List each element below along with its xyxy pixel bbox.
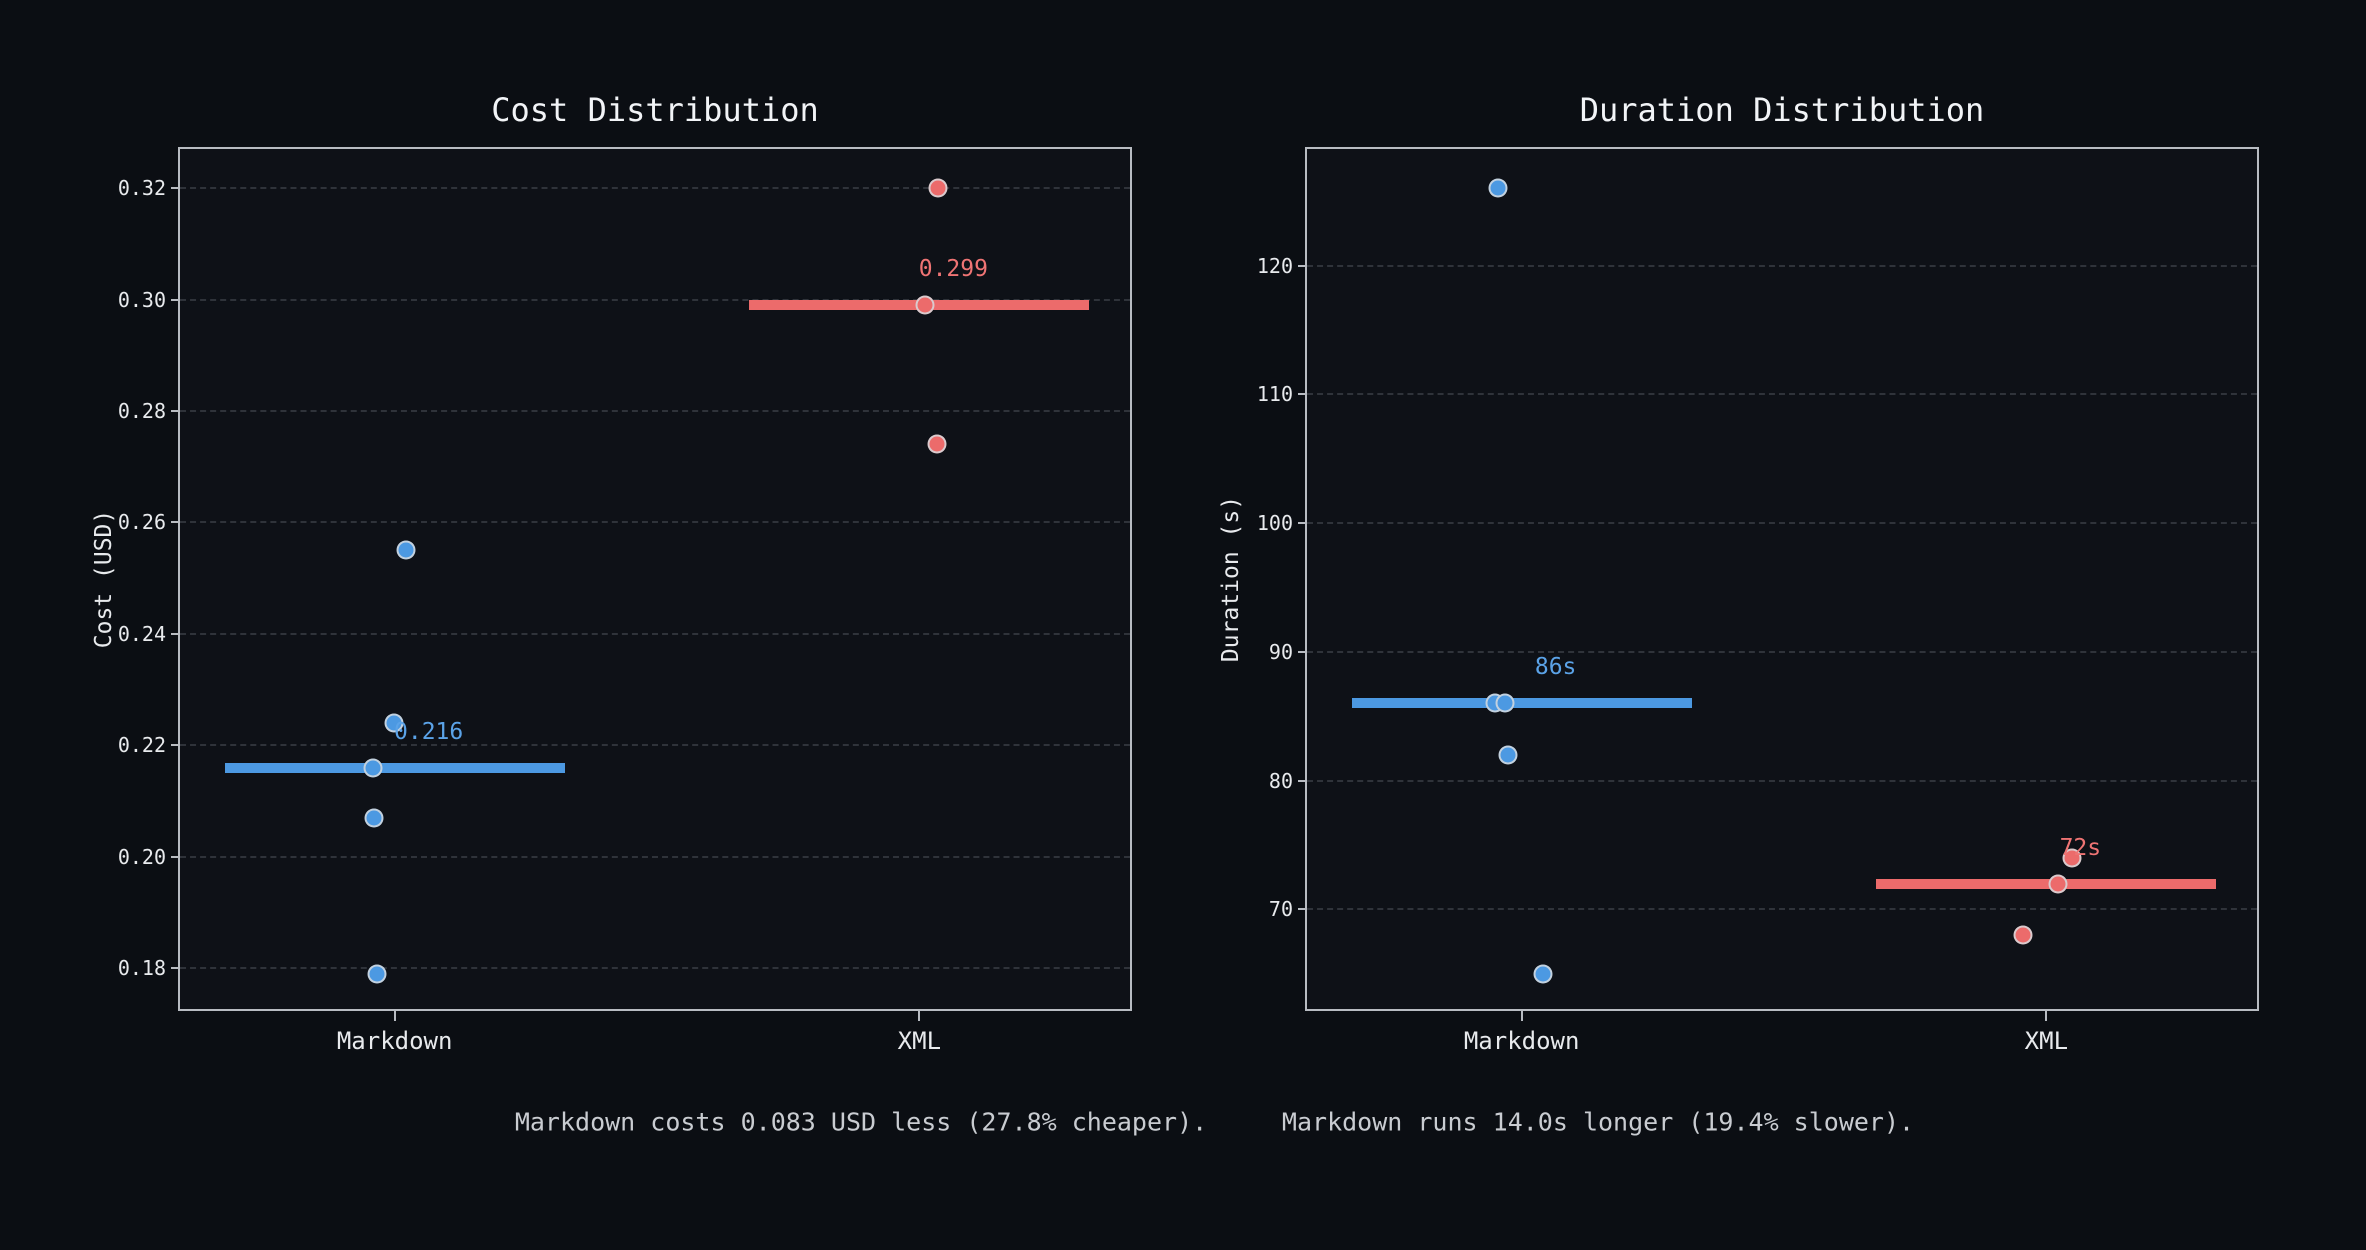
y-gridline	[180, 744, 1130, 747]
xml-data-point	[2048, 874, 2068, 894]
y-tick-mark	[171, 967, 180, 970]
y-gridline	[180, 632, 1130, 635]
xml-data-point	[2013, 925, 2033, 945]
markdown-data-point	[363, 758, 383, 778]
y-tick-label: 0.18	[117, 956, 166, 981]
y-gridline	[180, 855, 1130, 858]
xml-median-label: 0.299	[918, 256, 988, 283]
duration-y-axis-label: Duration (s)	[1218, 495, 1244, 663]
y-tick-mark	[1298, 393, 1307, 396]
markdown-median-line	[1351, 698, 1692, 709]
y-gridline	[1307, 393, 2257, 396]
x-tick-mark	[393, 1011, 396, 1021]
markdown-data-point	[367, 964, 387, 984]
y-tick-label: 0.22	[117, 733, 166, 758]
y-gridline	[1307, 264, 2257, 267]
y-gridline	[1307, 908, 2257, 911]
x-tick-label-xml: XML	[897, 1027, 942, 1055]
y-tick-label: 0.30	[117, 287, 166, 312]
cost-y-axis-label: Cost (USD)	[91, 509, 117, 649]
y-gridline	[1307, 779, 2257, 782]
y-gridline	[180, 967, 1130, 970]
y-tick-label: 100	[1256, 511, 1293, 536]
markdown-data-point	[1533, 964, 1553, 984]
y-tick-label: 120	[1256, 253, 1293, 278]
y-tick-label: 110	[1256, 382, 1293, 407]
y-tick-mark	[171, 521, 180, 524]
markdown-median-label: 86s	[1534, 654, 1577, 681]
cost-plot-title: Cost Distribution	[491, 91, 819, 129]
x-tick-label-xml: XML	[2024, 1027, 2069, 1055]
markdown-median-label: 0.216	[394, 718, 464, 745]
y-tick-label: 70	[1268, 897, 1293, 922]
duration-distribution-plot: Duration Distribution Duration (s) 70 80 9…	[1218, 91, 2259, 1055]
y-gridline	[1307, 522, 2257, 525]
x-tick-label-markdown: Markdown	[336, 1027, 453, 1055]
markdown-median-line	[224, 762, 565, 773]
duration-plot-title: Duration Distribution	[1579, 91, 1985, 129]
x-tick-mark	[918, 1011, 921, 1021]
markdown-data-point	[384, 713, 404, 733]
y-gridline	[1307, 650, 2257, 653]
x-tick-mark	[2045, 1011, 2048, 1021]
y-gridline	[180, 521, 1130, 524]
y-tick-mark	[171, 298, 180, 301]
y-tick-label: 80	[1268, 768, 1293, 793]
y-tick-mark	[1298, 908, 1307, 911]
xml-data-point	[915, 295, 935, 315]
y-tick-label: 0.20	[117, 844, 166, 869]
y-tick-mark	[1298, 522, 1307, 525]
y-tick-mark	[1298, 779, 1307, 782]
cost-summary-text: Markdown costs 0.083 USD less (27.8% che…	[514, 1107, 1208, 1137]
xml-median-line	[1876, 878, 2217, 889]
xml-data-point	[2062, 848, 2082, 868]
y-tick-mark	[171, 632, 180, 635]
y-tick-mark	[171, 744, 180, 747]
markdown-data-point	[1498, 745, 1518, 765]
y-gridline	[180, 187, 1130, 190]
y-tick-label: 0.32	[117, 176, 166, 201]
duration-summary-text: Markdown runs 14.0s longer (19.4% slower…	[1281, 1107, 1915, 1137]
y-gridline	[180, 298, 1130, 301]
y-tick-label: 0.24	[117, 621, 166, 646]
markdown-data-point	[396, 540, 416, 560]
y-tick-mark	[171, 409, 180, 412]
y-tick-label: 90	[1268, 639, 1293, 664]
x-tick-mark	[1520, 1011, 1523, 1021]
xml-data-point	[928, 178, 948, 198]
x-tick-label-markdown: Markdown	[1463, 1027, 1580, 1055]
xml-median-label: 72s	[2059, 834, 2102, 861]
markdown-data-point	[1488, 178, 1508, 198]
y-tick-mark	[1298, 650, 1307, 653]
markdown-data-point	[1495, 693, 1515, 713]
y-tick-label: 0.28	[117, 398, 166, 423]
y-tick-mark	[171, 187, 180, 190]
y-tick-mark	[171, 855, 180, 858]
y-tick-mark	[1298, 264, 1307, 267]
markdown-data-point	[364, 808, 384, 828]
xml-data-point	[927, 434, 947, 454]
cost-distribution-plot: Cost Distribution Cost (USD) 0.18 0.20 0.2…	[91, 91, 1132, 1055]
y-gridline	[180, 409, 1130, 412]
y-tick-label: 0.26	[117, 510, 166, 535]
